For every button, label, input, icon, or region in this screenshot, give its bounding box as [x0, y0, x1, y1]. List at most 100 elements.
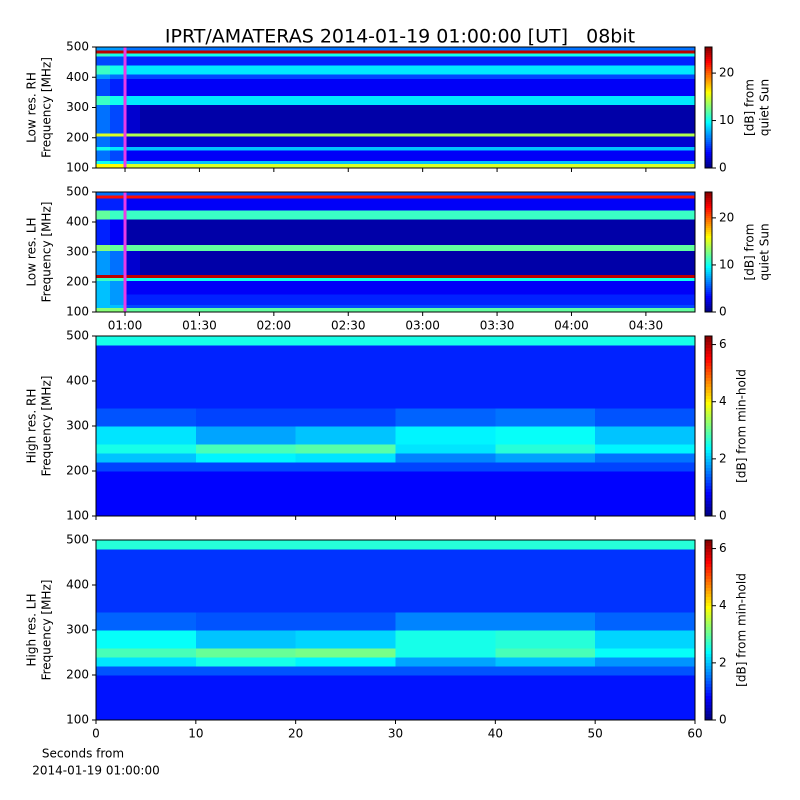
heatmap-cell — [495, 408, 596, 427]
heatmap-cell — [96, 444, 197, 454]
heatmap-cell — [495, 630, 596, 649]
colorbar-swatch — [705, 504, 712, 508]
heatmap-cell — [125, 56, 141, 66]
colorbar-swatch — [705, 143, 712, 147]
colorbar-swatch — [705, 125, 712, 129]
heatmap-cell — [395, 453, 496, 463]
heatmap-cell — [495, 549, 596, 613]
colorbar-swatch — [705, 576, 712, 580]
colorbar-swatch — [705, 115, 712, 119]
y-axis-label: High res. LH — [25, 593, 39, 666]
heatmap-cell — [96, 408, 197, 427]
heatmap-cell — [110, 244, 126, 251]
colorbar-swatch — [705, 510, 712, 514]
colorbar-swatch — [705, 73, 712, 76]
heatmap-cell — [139, 95, 696, 105]
colorbar-swatch — [705, 121, 712, 125]
heatmap-cell — [96, 50, 111, 54]
colorbar-swatch — [705, 107, 712, 111]
colorbar-swatch — [705, 651, 712, 655]
heatmap-cell — [595, 630, 696, 649]
heatmap-cell — [125, 136, 141, 148]
colorbar-tick-label: 6 — [719, 541, 727, 555]
heatmap-cell — [139, 195, 696, 199]
colorbar-swatch — [705, 55, 712, 58]
y-axis-label: Low res. RH — [25, 72, 39, 143]
heatmap-cell — [96, 462, 197, 472]
heatmap-cell — [595, 444, 696, 454]
colorbar-swatch — [705, 79, 712, 82]
heatmap-cell — [125, 198, 141, 211]
heatmap-cell — [195, 345, 297, 409]
colorbar-label: [dB] from — [743, 224, 757, 281]
colorbar-swatch — [705, 278, 712, 281]
heatmap-cell — [139, 163, 696, 169]
x-tick-label: 04:30 — [629, 319, 664, 333]
heatmap-cell — [139, 274, 696, 278]
colorbar-label: [dB] from min-hold — [735, 573, 749, 687]
heatmap-cell — [495, 648, 596, 658]
heatmap-cell — [96, 56, 111, 66]
heatmap-cell — [110, 280, 126, 292]
x-tick-label: 02:00 — [257, 319, 292, 333]
colorbar-swatch — [705, 109, 712, 113]
colorbar-tick-label: 0 — [719, 305, 727, 319]
colorbar-swatch — [705, 286, 712, 289]
colorbar-swatch — [705, 236, 712, 239]
colorbar-swatch — [705, 234, 712, 237]
heatmap-cell — [125, 250, 141, 275]
colorbar-swatch — [705, 206, 712, 209]
x-tick-label: 03:30 — [480, 319, 515, 333]
heatmap-cell — [139, 74, 696, 80]
colorbar-swatch — [705, 268, 712, 271]
colorbar-swatch — [705, 127, 712, 131]
colorbar-swatch — [705, 222, 712, 225]
heatmap-cell — [195, 549, 297, 613]
colorbar-swatch — [705, 417, 712, 421]
colorbar-swatch — [705, 708, 712, 712]
y-tick-label: 500 — [66, 329, 89, 343]
colorbar-swatch — [705, 435, 712, 439]
colorbar-swatch — [705, 65, 712, 68]
colorbar-swatch — [705, 639, 712, 643]
colorbar-swatch — [705, 432, 712, 436]
x-tick-label: 20 — [288, 727, 303, 741]
colorbar-tick-label: 10 — [719, 113, 734, 127]
colorbar-swatch — [705, 250, 712, 253]
colorbar-swatch — [705, 645, 712, 649]
colorbar-swatch — [705, 501, 712, 505]
colorbar-swatch — [705, 474, 712, 478]
colorbar-swatch — [705, 284, 712, 287]
colorbar-swatch — [705, 468, 712, 472]
colorbar-swatch — [705, 711, 712, 715]
heatmap-cell — [139, 53, 696, 57]
colorbar-swatch — [705, 681, 712, 685]
colorbar-swatch — [705, 53, 712, 56]
heatmap-cell — [139, 104, 696, 134]
colorbar-swatch — [705, 513, 712, 517]
heatmap-cell — [96, 53, 111, 57]
colorbar-swatch — [705, 429, 712, 433]
y-tick-label: 400 — [66, 70, 89, 84]
colorbar-swatch — [705, 588, 712, 592]
colorbar-swatch — [705, 224, 712, 227]
colorbar-tick-label: 2 — [719, 655, 727, 669]
heatmap-cell — [110, 307, 126, 313]
heatmap-cell — [125, 47, 141, 51]
colorbar-swatch — [705, 252, 712, 255]
colorbar-swatch — [705, 220, 712, 223]
colorbar-swatch — [705, 666, 712, 670]
y-tick-label: 100 — [66, 713, 89, 727]
colorbar-swatch — [705, 91, 712, 94]
colorbar-swatch — [705, 705, 712, 709]
colorbar-swatch — [705, 648, 712, 652]
heatmap-cell — [96, 612, 197, 631]
heatmap-cell — [96, 453, 197, 463]
colorbar-swatch — [705, 145, 712, 149]
heatmap-cell — [110, 294, 126, 305]
heatmap-cell — [110, 136, 126, 148]
colorbar-tick-label: 20 — [719, 210, 734, 224]
colorbar-swatch — [705, 133, 712, 137]
colorbar-swatch — [705, 471, 712, 475]
